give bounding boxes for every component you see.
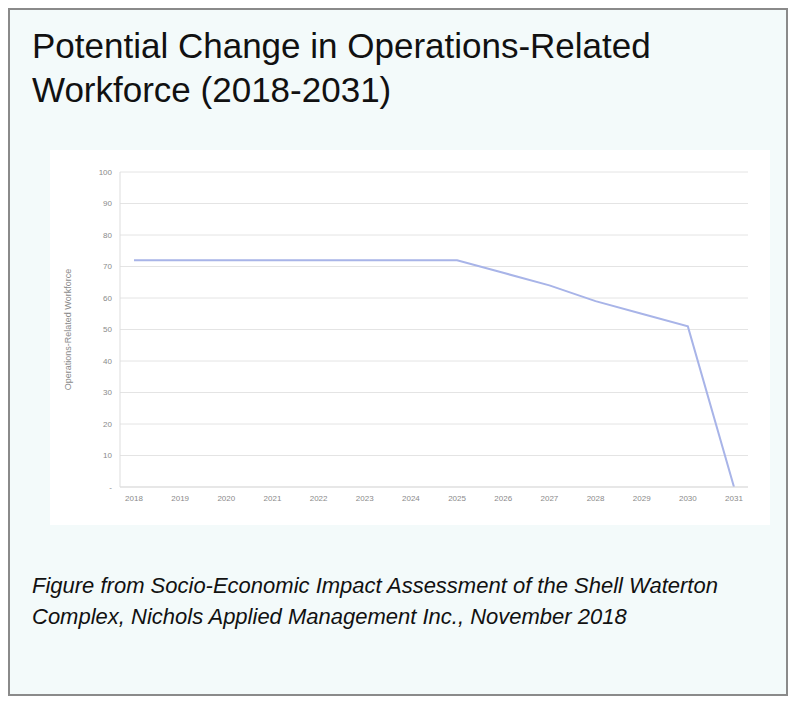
svg-text:2024: 2024 <box>402 494 420 503</box>
svg-text:50: 50 <box>103 325 112 334</box>
svg-text:2026: 2026 <box>494 494 512 503</box>
svg-text:80: 80 <box>103 231 112 240</box>
svg-text:2028: 2028 <box>587 494 605 503</box>
svg-text:2022: 2022 <box>310 494 328 503</box>
svg-text:60: 60 <box>103 294 112 303</box>
svg-text:10: 10 <box>103 451 112 460</box>
svg-text:40: 40 <box>103 357 112 366</box>
html-text:Potential Change in Operations: Potential Change in Operations-Related W… <box>32 26 651 109</box>
svg-text:2030: 2030 <box>679 494 697 503</box>
svg-text:20: 20 <box>103 420 112 429</box>
svg-text:2025: 2025 <box>448 494 466 503</box>
svg-text:Operations-Related Workforce: Operations-Related Workforce <box>63 269 73 390</box>
svg-text:90: 90 <box>103 199 112 208</box>
svg-text:2019: 2019 <box>171 494 189 503</box>
svg-text:2027: 2027 <box>540 494 558 503</box>
html-text:Figure from Socio-Economic Imp: Figure from Socio-Economic Impact Assess… <box>32 573 718 629</box>
svg-text:2021: 2021 <box>264 494 282 503</box>
svg-text:-: - <box>109 483 112 492</box>
svg-text:2018: 2018 <box>125 494 143 503</box>
svg-text:100: 100 <box>99 168 113 177</box>
svg-text:2031: 2031 <box>725 494 743 503</box>
svg-text:2029: 2029 <box>633 494 651 503</box>
svg-text:70: 70 <box>103 262 112 271</box>
svg-text:2020: 2020 <box>217 494 235 503</box>
svg-text:2023: 2023 <box>356 494 374 503</box>
svg-text:30: 30 <box>103 388 112 397</box>
